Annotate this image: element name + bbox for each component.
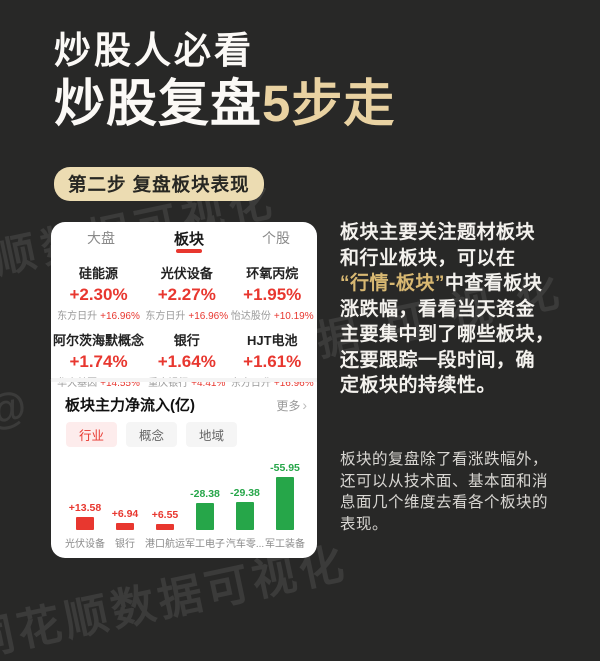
stock-change: +4.41% bbox=[191, 378, 226, 389]
sector-grid: 硅能源 +2.30% 东方日升 +16.96% 光伏设备 +2.27% 东方日升 +… bbox=[53, 263, 315, 389]
tab-stocks[interactable]: 个股 bbox=[262, 230, 290, 246]
sector-change: +2.30% bbox=[69, 285, 128, 304]
paragraph-highlight: “行情-板块” bbox=[340, 273, 445, 294]
flow-section-title: 板块主力净流入(亿) bbox=[65, 397, 195, 414]
bar-category-label: 港口航运 bbox=[145, 539, 185, 550]
bar-group: -28.38 军工电子 bbox=[185, 488, 225, 550]
sector-cell[interactable]: 硅能源 +2.30% 东方日升 +16.96% bbox=[53, 263, 144, 322]
stock-change: +16.96% bbox=[273, 378, 314, 389]
sector-top-stock: 重庆银行 +4.41% bbox=[144, 374, 229, 389]
sector-change: +2.27% bbox=[157, 285, 216, 304]
chip-region[interactable]: 地域 bbox=[186, 422, 238, 447]
bar-group: +13.58 光伏设备 bbox=[65, 502, 105, 550]
sector-top-stock: 怡达股份 +10.19% bbox=[230, 307, 316, 322]
bar-value-label: -29.38 bbox=[230, 487, 260, 499]
bar bbox=[76, 517, 94, 530]
sector-name: 环氧丙烷 bbox=[246, 266, 299, 281]
tab-sectors[interactable]: 板块 bbox=[173, 231, 205, 248]
sector-change: +1.61% bbox=[243, 352, 302, 371]
sector-cell[interactable]: 光伏设备 +2.27% 东方日升 +16.96% bbox=[144, 263, 229, 322]
paragraph-sector-review: 板块的复盘除了看涨跌幅外， 还可以从技术面、基本面和消 息面几个维度去看各个板块… bbox=[340, 451, 549, 533]
paragraph-text: 中查看板块 涨跌幅，看看当天资金 主要集中到了哪些板块， 还要跟踪一段时间，确 … bbox=[340, 273, 555, 396]
stock-change: +16.96% bbox=[100, 311, 140, 322]
bar-group: +6.94 银行 bbox=[105, 508, 145, 550]
bar-value-label: +6.55 bbox=[151, 509, 179, 521]
bar bbox=[156, 524, 174, 530]
sector-change: +1.64% bbox=[157, 352, 216, 371]
more-link-label: 更多 bbox=[276, 399, 301, 413]
sector-name: 阿尔茨海默概念 bbox=[53, 333, 145, 348]
bar-category-label: 银行 bbox=[115, 539, 135, 550]
sector-top-stock: 东方日升 +16.96% bbox=[53, 307, 144, 322]
step-badge: 第二步 复盘板块表现 bbox=[54, 167, 264, 201]
bar-value-label: -28.38 bbox=[190, 488, 220, 500]
tab-market[interactable]: 大盘 bbox=[87, 230, 115, 246]
stock-change: +10.19% bbox=[273, 311, 314, 322]
paragraph-sector-focus: 板块主要关注题材板块 和行业板块，可以在 “行情-板块”中查看板块 涨跌幅，看看… bbox=[340, 220, 580, 399]
stock-name: 东方日升 bbox=[145, 311, 186, 322]
bar-group: -29.38 汽车零... bbox=[225, 487, 265, 550]
bar bbox=[116, 523, 134, 530]
bar-value-label: +6.94 bbox=[111, 508, 139, 520]
page-title-main: 炒股复盘 bbox=[54, 75, 263, 132]
sector-cell[interactable]: HJT电池 +1.61% 东方日升 +16.96% bbox=[230, 330, 316, 389]
sector-top-stock: 华大基因 +14.55% bbox=[53, 374, 144, 389]
active-tab-underline bbox=[176, 249, 202, 253]
more-link[interactable]: 更多 › bbox=[276, 397, 307, 414]
bar-category-label: 军工装备 bbox=[265, 539, 305, 550]
sector-cell[interactable]: 环氧丙烷 +1.95% 怡达股份 +10.19% bbox=[230, 263, 316, 322]
sector-name: 银行 bbox=[173, 333, 200, 348]
flow-bar-chart: +13.58 光伏设备 +6.94 银行 +6.55 港口航运 -28.38 军工电子 -29.… bbox=[65, 454, 305, 550]
chip-concept[interactable]: 概念 bbox=[126, 422, 178, 447]
bar-group: -55.95 军工装备 bbox=[265, 462, 305, 550]
stock-change: +14.55% bbox=[100, 378, 140, 389]
sector-top-stock: 东方日升 +16.96% bbox=[230, 374, 316, 389]
bar bbox=[236, 502, 254, 530]
kicker-title: 炒股人必看 bbox=[54, 30, 254, 71]
stock-name: 东方日升 bbox=[57, 311, 98, 322]
chip-row: 行业 概念 地域 bbox=[66, 422, 238, 447]
bar bbox=[196, 503, 214, 530]
bar-category-label: 汽车零... bbox=[225, 539, 265, 550]
bar bbox=[276, 477, 294, 530]
sector-name: HJT电池 bbox=[246, 333, 298, 348]
paragraph-text: 板块主要关注题材板块 和行业板块，可以在 bbox=[340, 222, 536, 269]
sector-top-stock: 东方日升 +16.96% bbox=[144, 307, 229, 322]
stock-name: 东方日升 bbox=[230, 378, 271, 389]
sector-cell[interactable]: 阿尔茨海默概念 +1.74% 华大基因 +14.55% bbox=[53, 330, 144, 389]
sector-cell[interactable]: 银行 +1.64% 重庆银行 +4.41% bbox=[144, 330, 229, 389]
sector-name: 光伏设备 bbox=[160, 266, 213, 281]
stock-name: 华大基因 bbox=[57, 378, 98, 389]
sector-name: 硅能源 bbox=[79, 266, 119, 281]
app-card: 大盘 板块 个股 硅能源 +2.30% 东方日升 +16.96% 光伏设备 +2.… bbox=[51, 222, 317, 558]
sector-change: +1.95% bbox=[243, 285, 302, 304]
chevron-right-icon: › bbox=[302, 397, 307, 413]
stock-name: 怡达股份 bbox=[230, 311, 271, 322]
page-title-accent: 5步走 bbox=[262, 75, 396, 132]
bar-category-label: 光伏设备 bbox=[65, 539, 105, 550]
page-title: 炒股复盘5步走 bbox=[54, 62, 395, 136]
stock-change: +16.96% bbox=[188, 311, 229, 322]
stock-name: 重庆银行 bbox=[148, 378, 189, 389]
chip-industry[interactable]: 行业 bbox=[66, 422, 118, 447]
bar-group: +6.55 港口航运 bbox=[145, 509, 185, 550]
sector-change: +1.74% bbox=[69, 352, 128, 371]
bar-value-label: +13.58 bbox=[68, 502, 102, 514]
bar-value-label: -55.95 bbox=[270, 462, 300, 474]
bar-category-label: 军工电子 bbox=[185, 539, 225, 550]
section-divider bbox=[51, 378, 317, 382]
